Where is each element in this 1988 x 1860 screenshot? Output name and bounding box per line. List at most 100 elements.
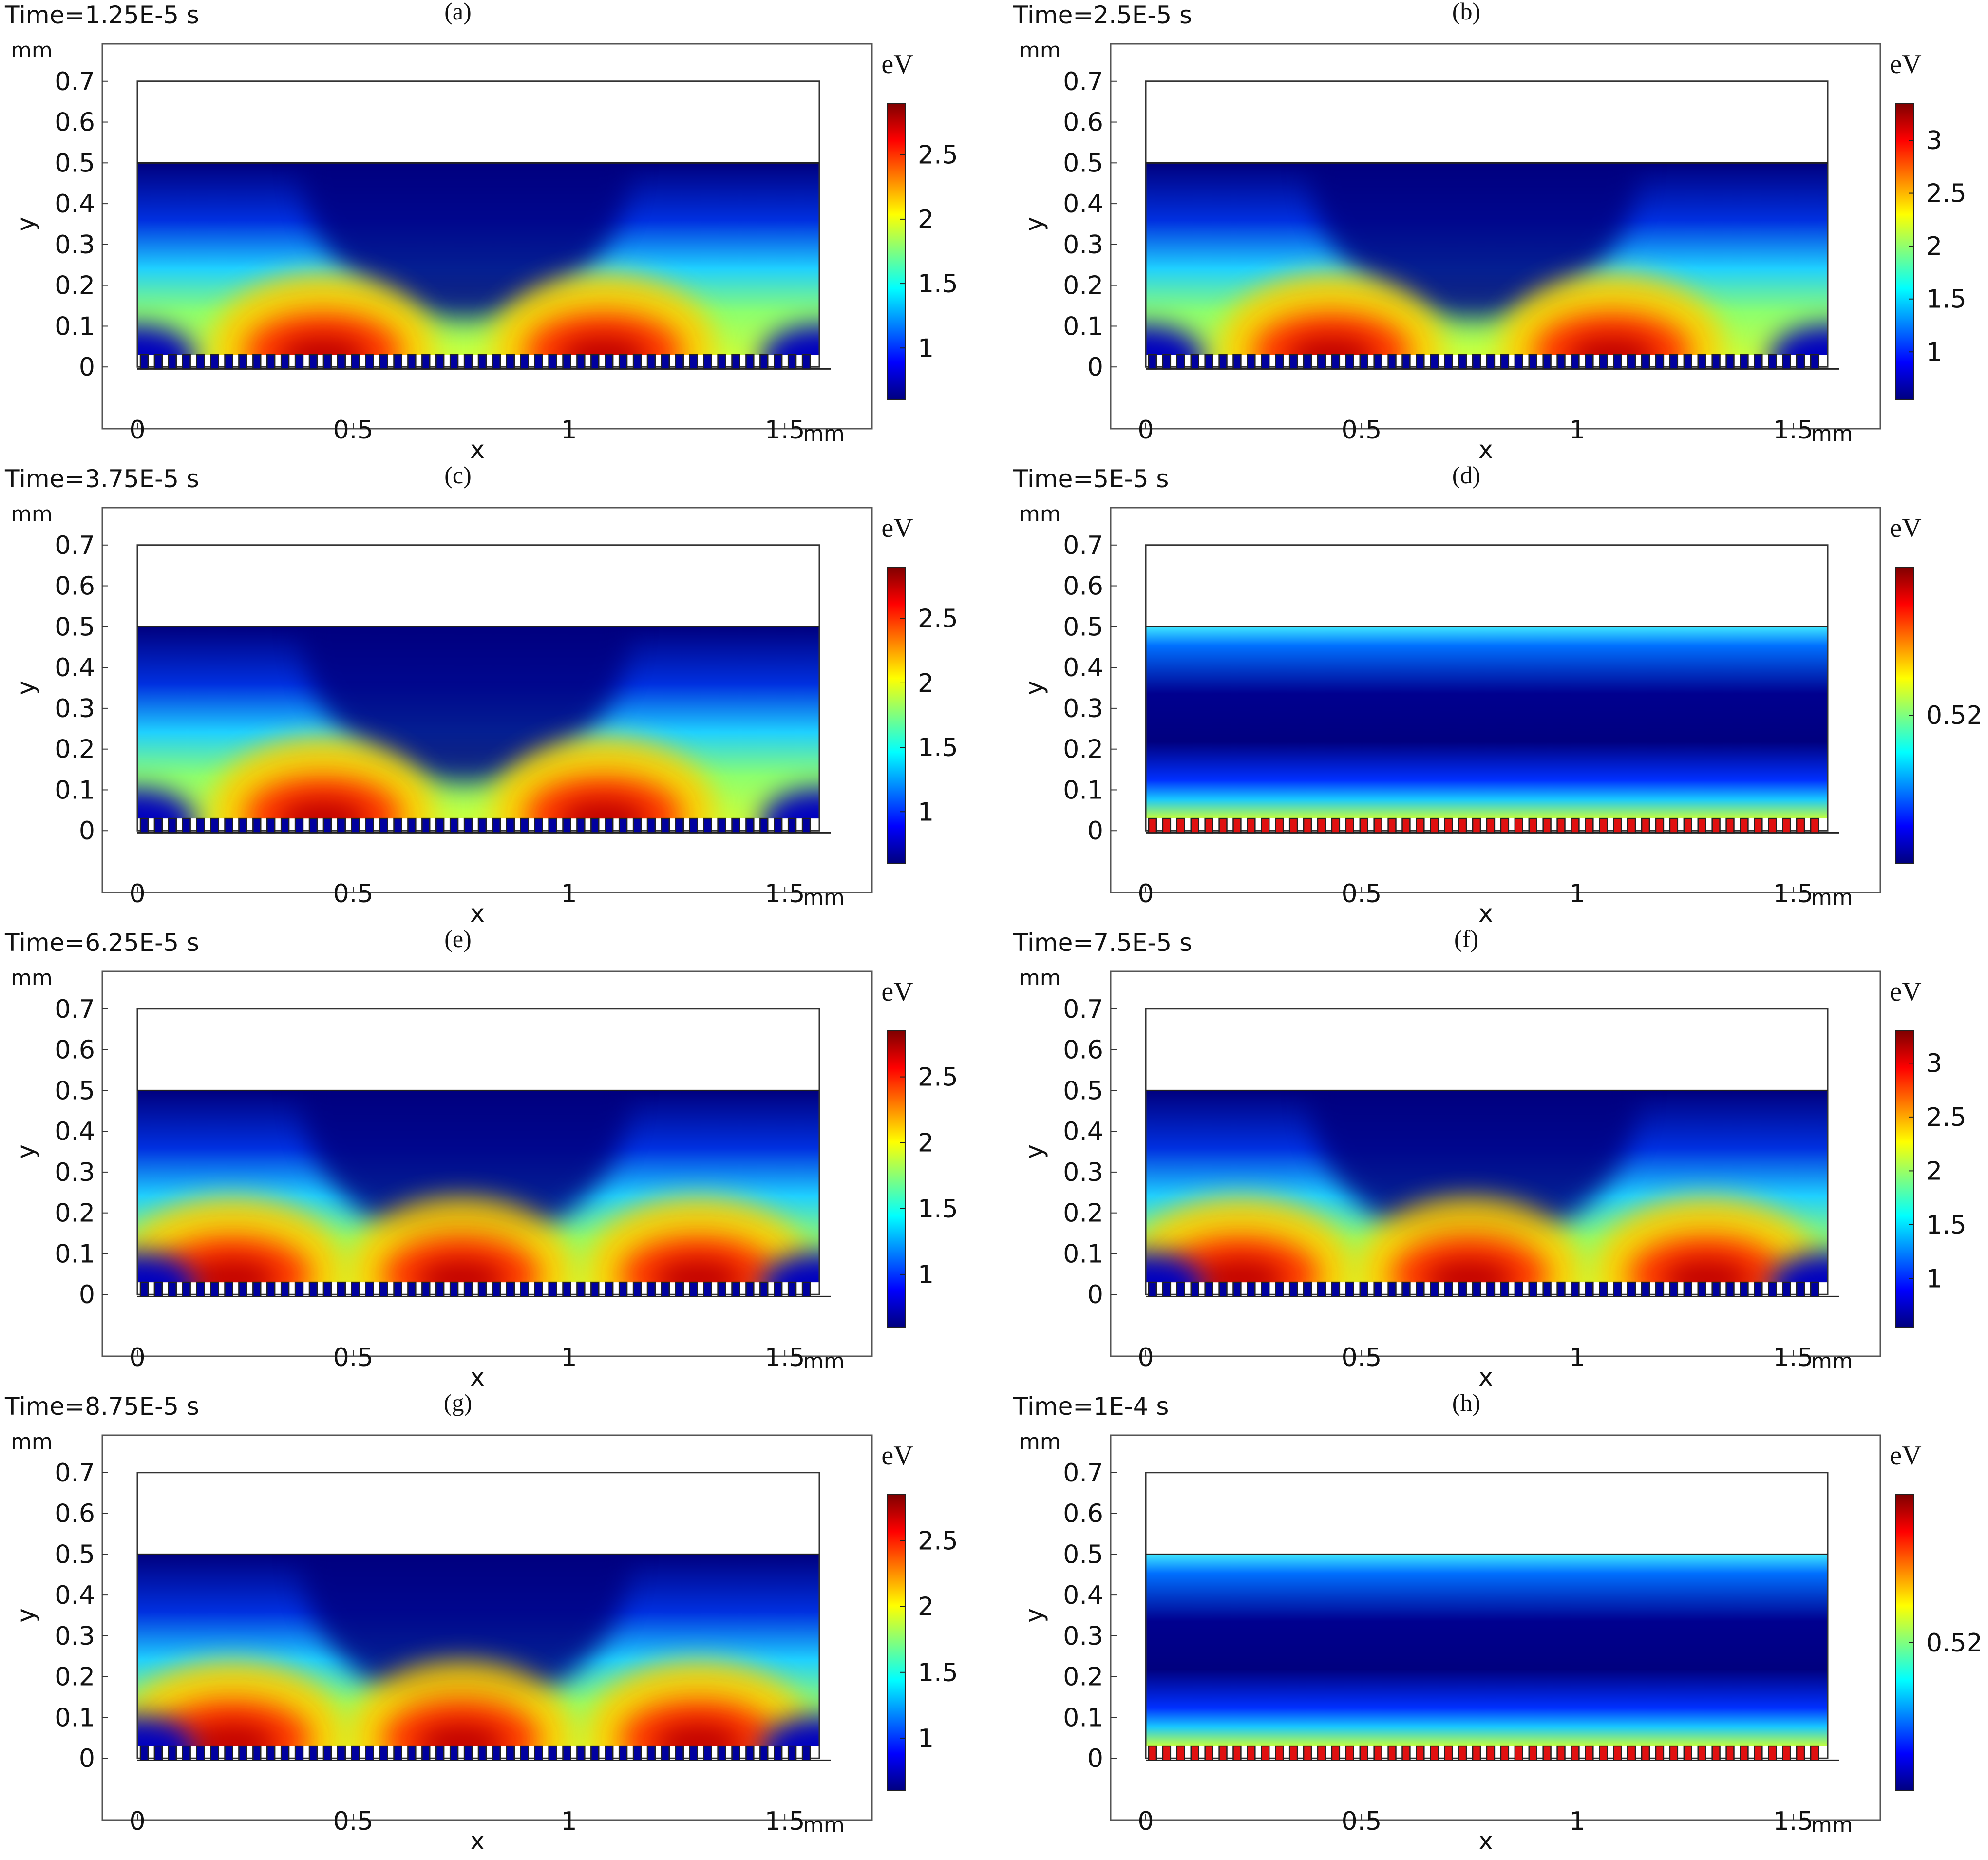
heatmap-svg: Time=5E-5 s (d) mm mm 0 0.5 1 1.5 x 0 0.1 0.2 0.3 0.4…	[1013, 464, 1983, 927]
x-tick-label: 0	[129, 1807, 145, 1836]
y-axis-label: y	[12, 1144, 40, 1159]
x-unit: mm	[1811, 421, 1853, 446]
y-tick-label: 0.7	[1063, 531, 1103, 560]
x-tick-label: 1.5	[765, 1343, 805, 1372]
y-tick-label: 0	[79, 353, 95, 382]
colorbar-tick-label: 2	[1926, 1157, 1942, 1186]
cool-region	[1308, 1090, 1640, 1247]
colorbar-unit: eV	[881, 49, 913, 79]
hot-spot	[245, 776, 401, 819]
colorbar	[1895, 103, 1914, 400]
y-tick-label: 0.2	[1063, 271, 1103, 301]
x-tick-label: 1.5	[1773, 879, 1814, 909]
colorbar-tick-label: 2	[918, 1593, 934, 1622]
y-tick-label: 0.6	[1063, 1499, 1103, 1529]
panel-letter: (h)	[1452, 1391, 1480, 1416]
y-tick-label: 0.2	[55, 735, 95, 764]
colorbar-tick-label: 2	[918, 205, 934, 234]
field-background	[1146, 1554, 1828, 1746]
hot-spot-core	[654, 1723, 742, 1746]
y-tick-label: 0.4	[55, 653, 95, 683]
y-tick-label: 0	[1087, 1280, 1103, 1310]
y-axis-label: y	[12, 681, 40, 695]
colorbar-tick-label: 2.5	[918, 605, 958, 634]
cool-edge	[137, 324, 196, 355]
field-group	[137, 163, 819, 355]
y-tick-label: 0.3	[55, 230, 95, 260]
x-tick-label: 0	[129, 1343, 145, 1372]
heatmap-panel-c: Time=3.75E-5 s (c) mm mm 0 0.5 1 1.5 x 0 0.1 0.2 0.3…	[0, 464, 994, 927]
heatmap-panel-a: Time=1.25E-5 s (a) mm mm 0 0.5 1 1.5 x 0 0.1 0.2 0.3…	[0, 0, 994, 463]
y-tick-label: 0.1	[55, 1239, 95, 1269]
y-axis-label: y	[1020, 1144, 1048, 1159]
x-tick-label: 0	[129, 416, 145, 445]
x-unit: mm	[803, 1349, 845, 1374]
x-tick-label: 0	[1137, 416, 1154, 445]
cool-region	[300, 1554, 631, 1710]
y-unit: mm	[11, 1429, 53, 1454]
y-tick-label: 0.3	[55, 694, 95, 723]
cool-region	[1308, 163, 1640, 319]
x-tick-label: 0.5	[1342, 416, 1382, 445]
colorbar-tick-label: 1	[1926, 1265, 1942, 1294]
cool-edge	[1146, 324, 1204, 355]
x-tick-label: 1.5	[765, 1807, 805, 1836]
colorbar-unit: eV	[1890, 977, 1921, 1007]
colorbar	[887, 1030, 906, 1328]
hot-spot-core	[1568, 336, 1656, 355]
y-unit: mm	[11, 966, 53, 990]
colorbar	[1895, 1030, 1914, 1328]
time-label: Time=7.5E-5 s	[1013, 929, 1192, 957]
time-label: Time=8.75E-5 s	[4, 1392, 199, 1421]
colorbar	[887, 1494, 906, 1791]
hot-spot-core	[417, 1259, 505, 1283]
field-group	[137, 1090, 819, 1283]
x-tick-label: 0.5	[333, 1807, 374, 1836]
hot-spot-core	[188, 1723, 276, 1746]
hot-spot	[245, 312, 401, 355]
heatmap-panel-f: Time=7.5E-5 s (f) mm mm 0 0.5 1 1.5 x 0 0.1 0.2 0.3 0…	[1008, 928, 1988, 1390]
x-tick-label: 0	[1137, 1807, 1154, 1836]
y-tick-label: 0	[1087, 353, 1103, 382]
y-tick-label: 0.3	[1063, 694, 1103, 723]
x-unit: mm	[1811, 885, 1853, 910]
y-tick-label: 0.6	[1063, 108, 1103, 137]
y-tick-label: 0.7	[55, 1459, 95, 1488]
y-tick-label: 0.4	[55, 1117, 95, 1146]
hot-spot-core	[417, 1723, 505, 1746]
x-tick-label: 1.5	[1773, 416, 1814, 445]
y-tick-label: 0.6	[55, 1499, 95, 1529]
cool-edge	[1769, 1252, 1828, 1283]
comb-electrode	[1146, 1281, 1839, 1297]
y-tick-label: 0.6	[55, 1036, 95, 1065]
colorbar-tick-label: 1.5	[918, 1195, 958, 1224]
heatmap-svg: Time=1E-4 s (h) mm mm 0 0.5 1 1.5 x 0 0.1 0.2 0.3 0.4…	[1013, 1391, 1983, 1854]
time-label: Time=3.75E-5 s	[4, 465, 199, 493]
y-tick-label: 0.6	[1063, 572, 1103, 601]
y-tick-label: 0.2	[1063, 735, 1103, 764]
hot-spot	[1534, 312, 1690, 355]
colorbar-unit: eV	[1890, 49, 1921, 79]
colorbar-unit: eV	[1890, 513, 1921, 543]
y-tick-label: 0.3	[1063, 1158, 1103, 1187]
colorbar-tick-label: 2	[918, 1129, 934, 1158]
plot-frame	[101, 43, 873, 430]
colorbar-tick-label: 2.5	[918, 1063, 958, 1092]
y-unit: mm	[1019, 966, 1061, 990]
hot-spot-core	[1425, 1259, 1514, 1283]
colorbar-tick-label: 0.52	[1926, 1629, 1983, 1658]
x-tick-label: 1.5	[765, 879, 805, 909]
colorbar-tick-label: 1	[918, 334, 934, 363]
plot-frame	[1110, 507, 1881, 893]
colorbar-unit: eV	[881, 977, 913, 1007]
heatmap-panel-g: Time=8.75E-5 s (g) mm mm 0 0.5 1 1.5 x 0 0.1 0.2 0.3…	[0, 1391, 994, 1854]
y-tick-label: 0.6	[55, 572, 95, 601]
y-unit: mm	[11, 502, 53, 527]
y-tick-label: 0.5	[55, 1540, 95, 1569]
y-tick-label: 0.3	[1063, 230, 1103, 260]
time-label: Time=1E-4 s	[1013, 1392, 1169, 1421]
y-tick-label: 0.3	[55, 1622, 95, 1651]
panel-letter: (c)	[444, 464, 472, 489]
hot-spot	[526, 776, 682, 819]
x-tick-label: 0	[1137, 1343, 1154, 1372]
